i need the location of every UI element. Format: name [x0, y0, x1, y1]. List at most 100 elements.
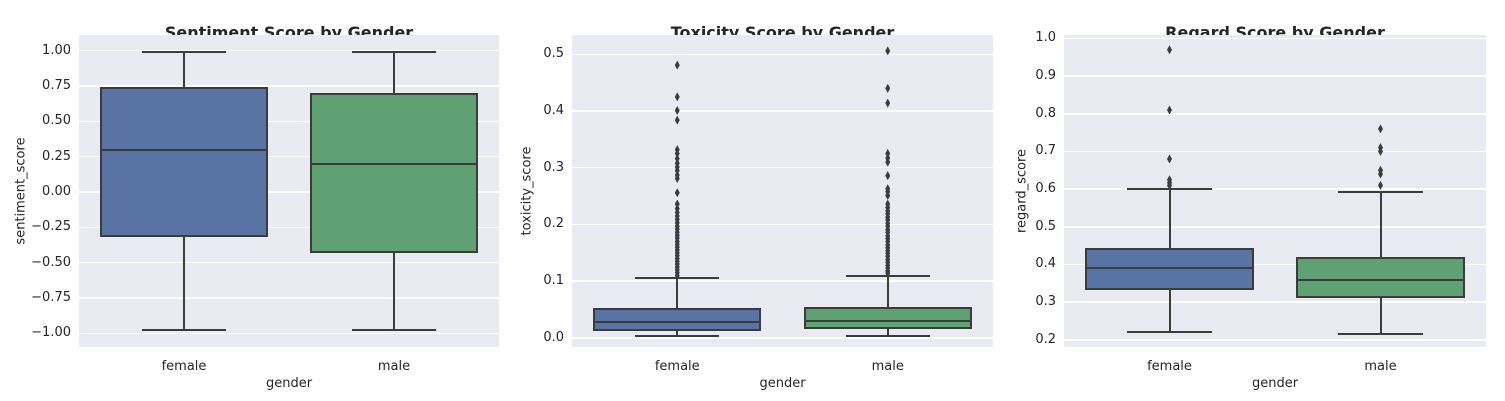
upper-whisker: [1379, 192, 1382, 257]
outlier-point: [674, 271, 680, 281]
lower-whisker: [1168, 290, 1171, 332]
gridline: [1064, 37, 1486, 40]
gridline: [1064, 301, 1486, 303]
outlier-point: [674, 154, 680, 164]
median-line: [1296, 278, 1465, 281]
gridline: [1064, 263, 1486, 266]
outlier-point: [1378, 180, 1383, 190]
median-line: [593, 321, 762, 324]
lower-whisker: [393, 252, 395, 331]
lower-whisker: [1379, 298, 1382, 335]
box-male: [803, 306, 972, 330]
gridline: [1064, 113, 1486, 115]
x-axis-label: gender: [265, 376, 313, 391]
x-tick-label: female: [1147, 359, 1192, 374]
gridline: [572, 166, 993, 169]
upper-whisker: [393, 52, 395, 94]
y-tick-label: 0.8: [1035, 105, 1056, 121]
gridline: [572, 280, 993, 282]
y-tick-label: 1.0: [1035, 30, 1056, 46]
median-line: [1085, 267, 1254, 270]
lower-whisker-cap: [1338, 333, 1423, 336]
outlier-point: [674, 60, 680, 70]
y-tick-label: 0.4: [543, 103, 564, 118]
y-tick-label: 0.5: [543, 46, 564, 62]
y-tick-label: 1.00: [42, 42, 71, 58]
outlier-point: [1167, 105, 1172, 115]
upper-whisker-cap: [1338, 191, 1423, 194]
outlier-point: [885, 191, 891, 201]
gridline: [79, 261, 499, 264]
upper-whisker-cap: [142, 51, 226, 54]
outlier-point: [885, 98, 891, 108]
lower-whisker: [676, 330, 679, 336]
y-tick-label: 0.00: [42, 183, 71, 199]
upper-whisker: [183, 52, 185, 88]
gridline: [79, 332, 499, 335]
outlier-point: [885, 171, 891, 181]
x-tick-label: male: [871, 359, 904, 374]
gridline: [79, 155, 499, 158]
gridline: [1064, 226, 1486, 228]
lower-whisker-cap: [1127, 330, 1212, 333]
lower-whisker-cap: [142, 329, 226, 332]
y-tick-label: 0.7: [1035, 143, 1056, 159]
median-line: [803, 319, 972, 322]
y-tick-label: 0.9: [1035, 68, 1056, 84]
lower-whisker: [183, 237, 185, 331]
gridline: [572, 110, 993, 112]
gridline: [1064, 339, 1486, 341]
outlier-point: [1167, 154, 1172, 164]
gridline: [79, 120, 499, 123]
upper-whisker: [1168, 189, 1171, 249]
outlier-point: [674, 92, 680, 102]
y-tick-label: 0.3: [1035, 294, 1056, 310]
outlier-point: [1378, 124, 1383, 134]
x-tick-label: female: [161, 359, 207, 374]
lower-whisker-cap: [635, 334, 720, 337]
y-tick-label: 0.75: [42, 78, 71, 93]
outlier-point: [1167, 45, 1172, 55]
gridline: [79, 191, 499, 193]
y-tick-label: 0.3: [543, 159, 564, 175]
x-tick-label: male: [377, 359, 411, 374]
outlier-point: [674, 105, 680, 115]
box-female: [100, 87, 268, 238]
outlier-point: [885, 157, 891, 167]
y-tick-label: 0.4: [1035, 256, 1056, 272]
outlier-point: [885, 268, 891, 278]
median-line: [100, 148, 268, 151]
y-tick-label: 0.50: [42, 113, 71, 129]
upper-whisker: [676, 278, 679, 308]
gridline: [572, 337, 993, 339]
lower-whisker-cap: [352, 329, 436, 332]
plot-area: 0.5 0.4 0.3 0.2 0.1 0.0 female male: [543, 35, 993, 374]
outlier-point: [674, 115, 680, 125]
gridline: [79, 226, 499, 229]
box-male: [1296, 256, 1465, 299]
plot-area: 1.0 0.9 0.8 0.7 0.6 0.5 0.4 0.3 0.2 female male: [1035, 30, 1486, 374]
y-tick-label: 0.5: [1035, 218, 1056, 234]
box-male: [310, 93, 478, 253]
median-line: [310, 162, 478, 165]
outlier-point: [1378, 146, 1383, 156]
x-axis-label: gender: [759, 376, 806, 391]
outlier-point: [674, 199, 680, 209]
y-tick-label: −0.50: [31, 254, 71, 270]
outlier-point: [674, 174, 680, 184]
y-tick-label: 0.25: [42, 148, 71, 164]
y-tick-label: −0.75: [31, 289, 71, 305]
plot-area: 1.00 0.75 0.50 0.25 0.00 −0.25 −0.50 −0.75 −1.00…: [31, 35, 499, 374]
gridline: [572, 223, 993, 226]
y-tick-label: 0.2: [1035, 331, 1056, 347]
y-tick-label: 0.2: [543, 216, 564, 232]
upper-whisker-cap: [352, 51, 436, 54]
gridline: [1064, 150, 1486, 153]
x-tick-label: female: [654, 359, 700, 374]
gridline: [572, 53, 993, 56]
gridline: [1064, 75, 1486, 77]
y-tick-label: −0.25: [31, 219, 71, 235]
gridline: [79, 49, 499, 52]
outlier-point: [674, 188, 680, 198]
